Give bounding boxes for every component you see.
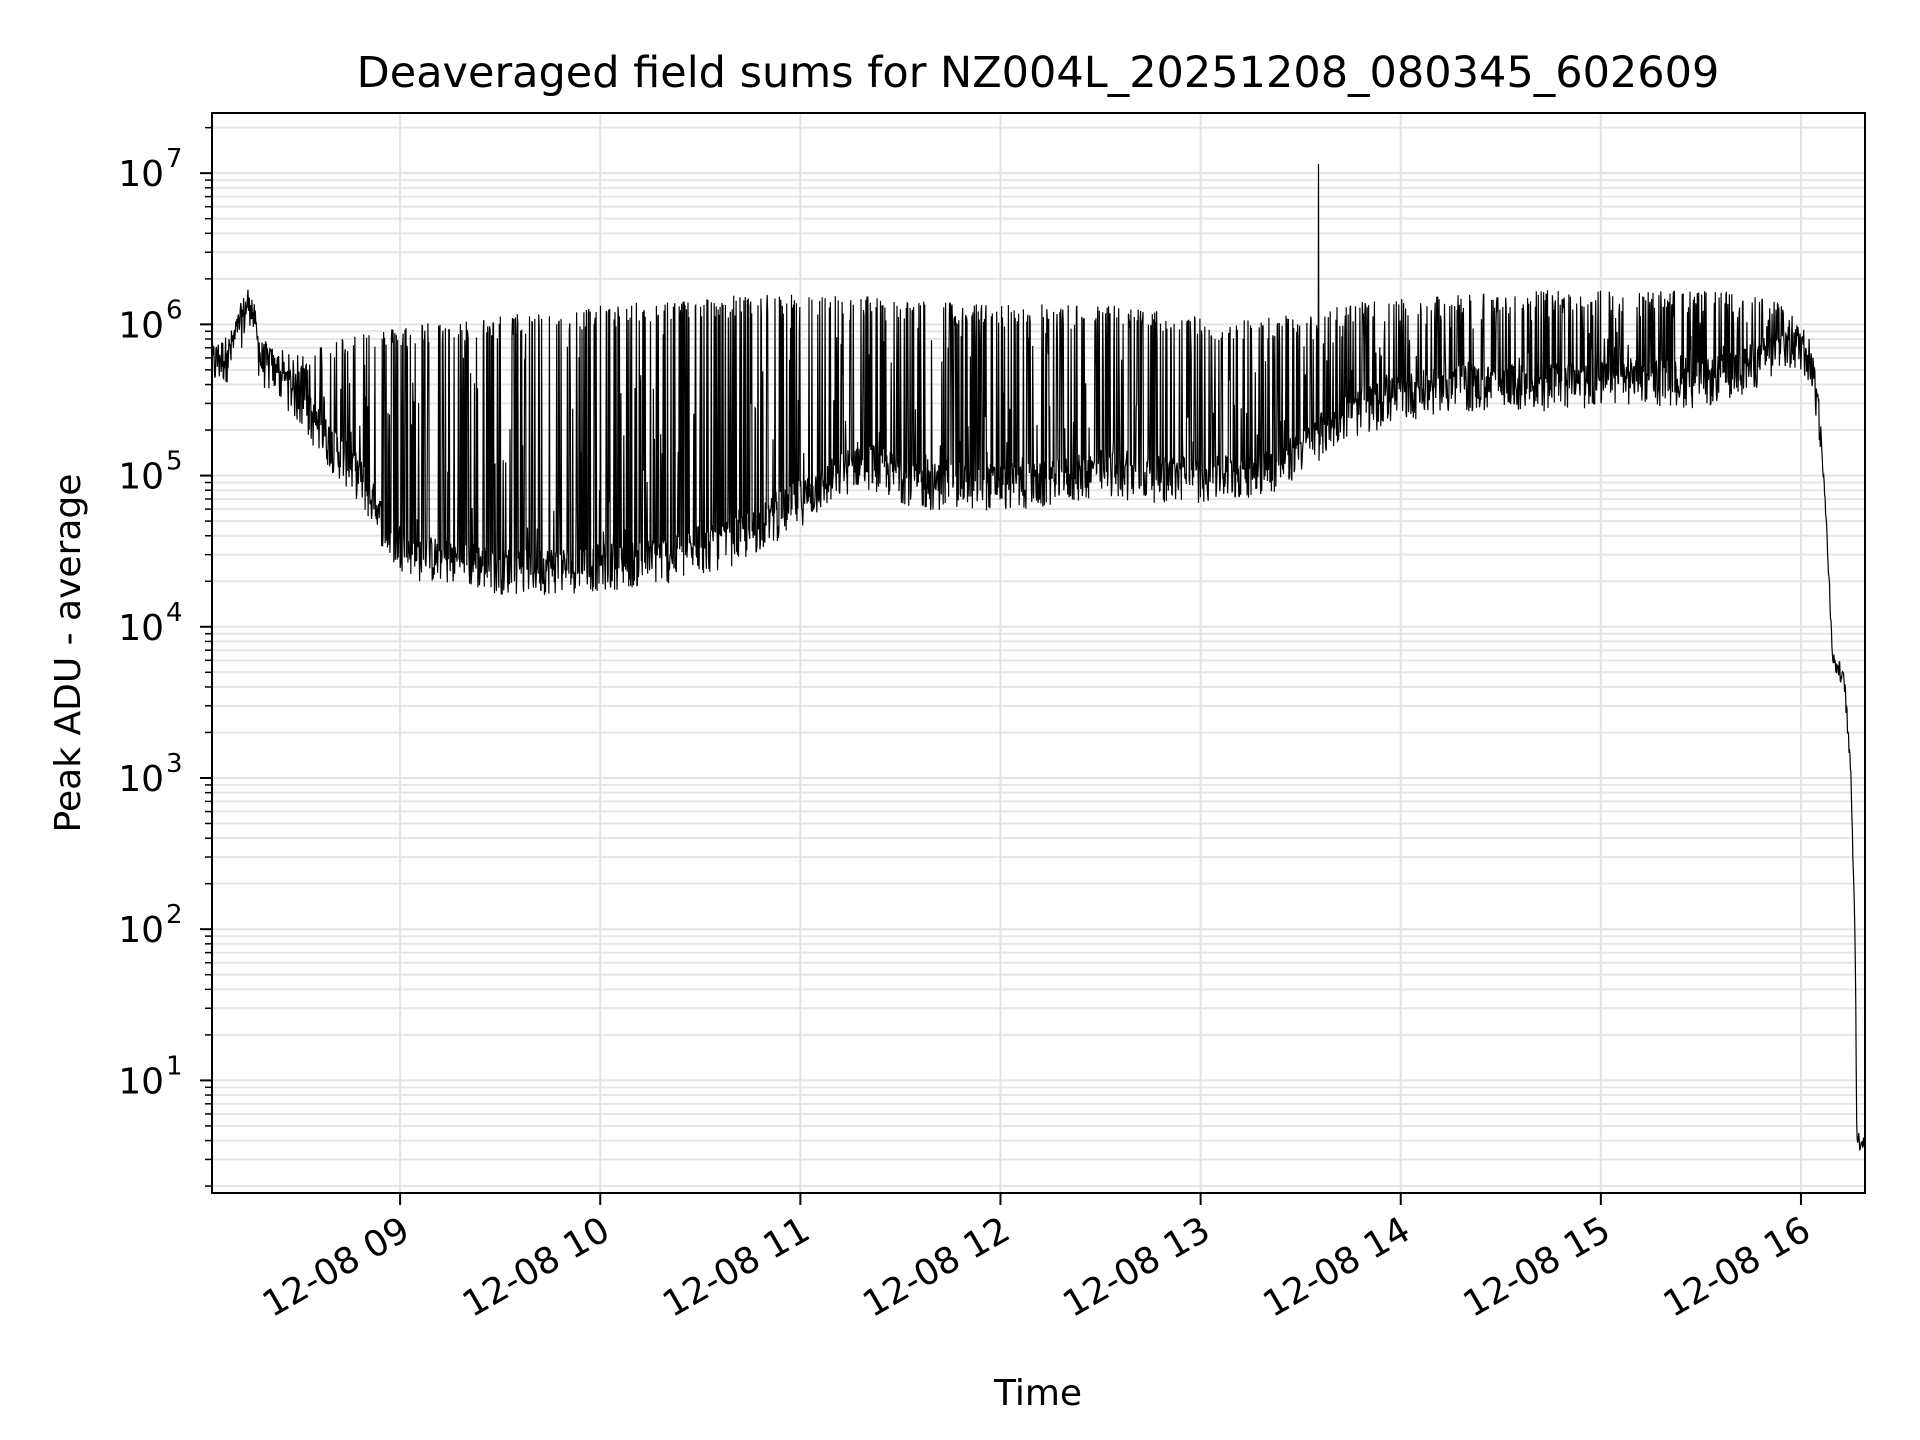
y-tick-exponent: 2 [166, 900, 183, 930]
plot-frame [211, 112, 1866, 1194]
x-axis-label: Time [993, 1373, 1082, 1414]
series-line [211, 163, 1866, 1151]
y-tick-label: 10 [118, 457, 164, 498]
y-tick-label: 10 [118, 1061, 164, 1102]
y-tick-exponent: 3 [166, 749, 183, 779]
y-tick-label: 10 [118, 305, 164, 346]
y-axis-label: Peak ADU - average [48, 474, 89, 833]
y-tick-exponent: 6 [166, 295, 183, 325]
y-tick-label: 10 [118, 759, 164, 800]
y-tick-exponent: 7 [166, 144, 183, 174]
y-tick-exponent: 1 [166, 1051, 183, 1081]
y-tick-exponent: 4 [166, 598, 183, 628]
y-tick-label: 10 [118, 910, 164, 951]
y-tick-label: 10 [118, 608, 164, 649]
data-series [211, 163, 1866, 1151]
chart-title: Deaveraged field sums for NZ004L_2025120… [357, 48, 1720, 98]
y-tick-exponent: 5 [166, 447, 183, 477]
y-tick-label: 10 [118, 154, 164, 195]
